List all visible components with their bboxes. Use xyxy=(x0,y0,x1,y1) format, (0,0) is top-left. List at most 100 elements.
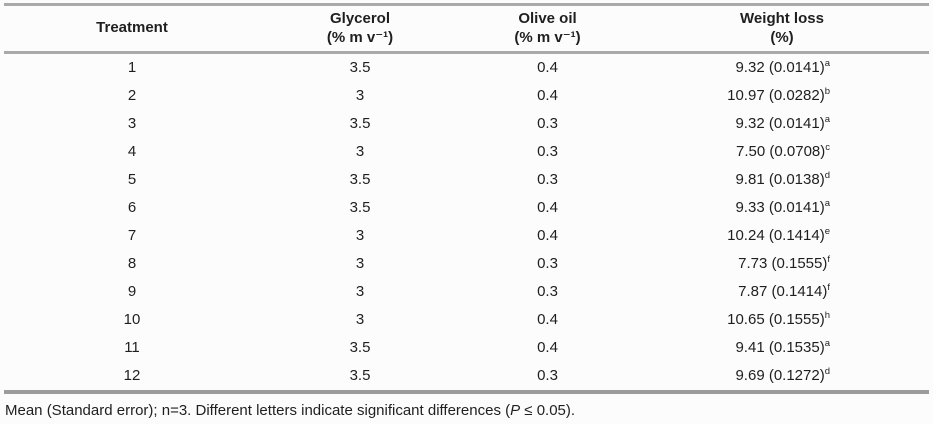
glycerol-cell: 3.5 xyxy=(349,339,371,356)
header-treatment: Treatment xyxy=(4,4,260,54)
weight-loss-cell: 7.87 (0.1414)f xyxy=(635,278,929,306)
weight-loss-cell: 10.65 (0.1555)h xyxy=(635,306,929,334)
treatment-cell: 12 xyxy=(123,367,141,384)
glycerol-cell: 3 xyxy=(355,283,365,300)
weight-loss-value: 9.33 (0.0141) xyxy=(735,199,825,216)
significance-letter: a xyxy=(824,114,830,125)
significance-letter: f xyxy=(827,254,830,265)
treatment-cell: 11 xyxy=(124,339,140,356)
table-row: 7 3 0.4 10.24 (0.1414)e xyxy=(4,222,929,250)
weight-loss-cell: 7.73 (0.1555)f xyxy=(635,250,929,278)
treatments-table: Treatment Glycerol (% m v⁻¹) Olive oil (… xyxy=(4,3,929,394)
weight-loss-cell: 10.97 (0.0282)b xyxy=(635,82,929,110)
glycerol-cell: 3 xyxy=(355,87,365,104)
significance-letter: d xyxy=(824,170,830,181)
glycerol-cell: 3 xyxy=(355,255,365,272)
significance-letter: a xyxy=(824,58,830,69)
header-glycerol: Glycerol (% m v⁻¹) xyxy=(260,4,460,54)
significance-letter: a xyxy=(824,338,830,349)
footnote-p-symbol: P xyxy=(510,402,521,419)
weight-loss-cell: 9.33 (0.0141)a xyxy=(635,194,929,222)
treatment-cell: 5 xyxy=(127,171,137,188)
glycerol-cell: 3.5 xyxy=(349,171,371,188)
weight-loss-cell: 9.69 (0.1272)d xyxy=(635,362,929,392)
table-row: 3 3.5 0.3 9.32 (0.0141)a xyxy=(4,110,929,138)
header-glycerol-label: Glycerol xyxy=(329,9,391,27)
table-row: 10 3 0.4 10.65 (0.1555)h xyxy=(4,306,929,334)
glycerol-cell: 3.5 xyxy=(349,59,371,76)
table-footnote: Mean (Standard error); n=3. Different le… xyxy=(5,402,929,420)
significance-letter: h xyxy=(824,310,830,321)
table-header-row: Treatment Glycerol (% m v⁻¹) Olive oil (… xyxy=(4,4,929,54)
glycerol-cell: 3.5 xyxy=(349,199,371,216)
significance-letter: c xyxy=(825,142,830,153)
olive-oil-cell: 0.4 xyxy=(537,339,558,356)
treatment-cell: 8 xyxy=(127,255,137,272)
header-weight-loss: Weight loss (%) xyxy=(635,4,929,54)
footnote-text-prefix: Mean (Standard error); n=3. Different le… xyxy=(5,402,511,419)
treatment-cell: 9 xyxy=(127,283,137,300)
header-glycerol-unit: (% m v⁻¹) xyxy=(326,29,394,46)
olive-oil-cell: 0.4 xyxy=(537,59,558,76)
glycerol-cell: 3.5 xyxy=(349,115,371,132)
weight-loss-cell: 7.50 (0.0708)c xyxy=(635,138,929,166)
treatment-cell: 7 xyxy=(127,227,137,244)
table-row: 9 3 0.3 7.87 (0.1414)f xyxy=(4,278,929,306)
weight-loss-cell: 9.32 (0.0141)a xyxy=(635,110,929,138)
table-row: 5 3.5 0.3 9.81 (0.0138)d xyxy=(4,166,929,194)
treatment-cell: 1 xyxy=(127,59,137,76)
header-olive-oil-unit: (% m v⁻¹) xyxy=(514,29,581,46)
glycerol-cell: 3 xyxy=(355,311,365,328)
table-row: 4 3 0.3 7.50 (0.0708)c xyxy=(4,138,929,166)
weight-loss-value: 9.32 (0.0141) xyxy=(735,59,825,76)
olive-oil-cell: 0.4 xyxy=(537,87,558,104)
significance-letter: e xyxy=(824,226,830,237)
weight-loss-cell: 10.24 (0.1414)e xyxy=(635,222,929,250)
treatment-cell: 3 xyxy=(127,115,137,132)
olive-oil-cell: 0.4 xyxy=(537,227,558,244)
significance-letter: b xyxy=(824,86,830,97)
weight-loss-value: 9.32 (0.0141) xyxy=(735,115,825,132)
olive-oil-cell: 0.3 xyxy=(537,171,558,188)
weight-loss-value: 10.97 (0.0282) xyxy=(727,87,825,104)
glycerol-cell: 3 xyxy=(355,227,365,244)
glycerol-cell: 3 xyxy=(355,143,365,160)
significance-letter: a xyxy=(824,198,830,209)
olive-oil-cell: 0.3 xyxy=(537,367,558,384)
table-body: 1 3.5 0.4 9.32 (0.0141)a 2 3 0.4 10.97 (0.0282)… xyxy=(4,53,929,393)
treatment-cell: 10 xyxy=(123,311,141,328)
olive-oil-cell: 0.3 xyxy=(537,115,558,132)
table-row: 6 3.5 0.4 9.33 (0.0141)a xyxy=(4,194,929,222)
treatment-cell: 4 xyxy=(127,143,137,160)
table-row: 1 3.5 0.4 9.32 (0.0141)a xyxy=(4,53,929,83)
olive-oil-cell: 0.4 xyxy=(537,199,558,216)
olive-oil-cell: 0.3 xyxy=(537,255,558,272)
header-treatment-label: Treatment xyxy=(96,19,168,37)
olive-oil-cell: 0.3 xyxy=(537,283,558,300)
header-weight-loss-label: Weight loss xyxy=(740,9,824,27)
weight-loss-value: 7.50 (0.0708) xyxy=(736,143,826,160)
header-olive-oil-label: Olive oil xyxy=(518,9,577,27)
header-weight-loss-unit: (%) xyxy=(770,29,794,46)
treatment-cell: 2 xyxy=(127,87,137,104)
olive-oil-cell: 0.3 xyxy=(537,143,558,160)
weight-loss-value: 10.24 (0.1414) xyxy=(727,227,825,244)
weight-loss-value: 9.41 (0.1535) xyxy=(735,339,825,356)
footnote-text-rest: ≤ 0.05). xyxy=(520,402,576,419)
weight-loss-value: 7.87 (0.1414) xyxy=(738,283,828,300)
table-row: 11 3.5 0.4 9.41 (0.1535)a xyxy=(4,334,929,362)
weight-loss-value: 10.65 (0.1555) xyxy=(727,311,825,328)
glycerol-cell: 3.5 xyxy=(349,367,371,384)
table-row: 12 3.5 0.3 9.69 (0.1272)d xyxy=(4,362,929,392)
table-row: 8 3 0.3 7.73 (0.1555)f xyxy=(4,250,929,278)
weight-loss-value: 9.81 (0.0138) xyxy=(735,171,825,188)
weight-loss-cell: 9.32 (0.0141)a xyxy=(635,53,929,83)
significance-letter: f xyxy=(827,282,830,293)
olive-oil-cell: 0.4 xyxy=(537,311,558,328)
treatment-cell: 6 xyxy=(127,199,137,216)
table-row: 2 3 0.4 10.97 (0.0282)b xyxy=(4,82,929,110)
weight-loss-value: 9.69 (0.1272) xyxy=(735,367,825,384)
weight-loss-cell: 9.81 (0.0138)d xyxy=(635,166,929,194)
significance-letter: d xyxy=(824,366,830,377)
